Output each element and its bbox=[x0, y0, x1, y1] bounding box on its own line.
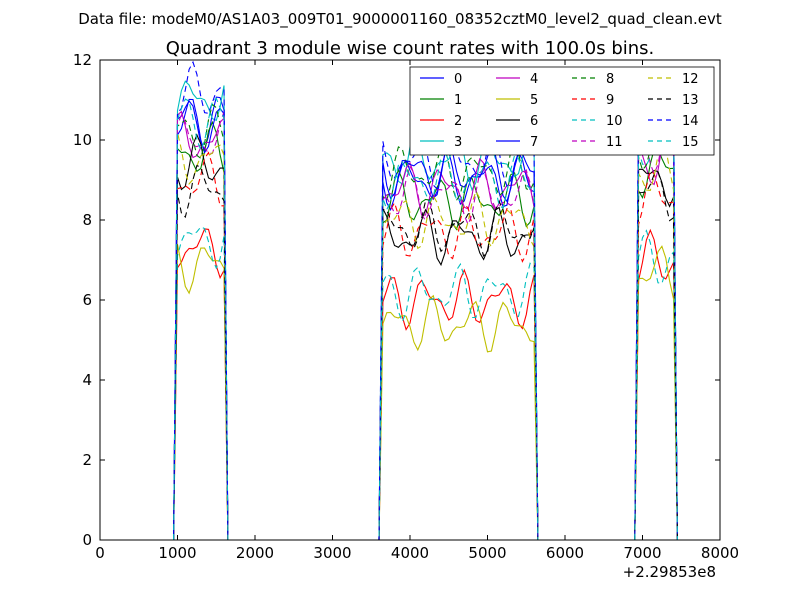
series-10-line bbox=[173, 226, 678, 540]
legend-label: 1 bbox=[454, 93, 462, 108]
x-offset-label: +2.29853e8 bbox=[623, 563, 716, 581]
series-15-line bbox=[173, 97, 678, 540]
series-7-line bbox=[173, 98, 678, 540]
legend-label: 8 bbox=[606, 72, 614, 87]
legend-label: 10 bbox=[606, 114, 623, 129]
series-9-line bbox=[173, 151, 678, 540]
x-tick-label: 8000 bbox=[701, 544, 739, 562]
series-2-line bbox=[173, 228, 678, 540]
y-tick-label: 0 bbox=[82, 531, 92, 549]
series-4-line bbox=[173, 110, 678, 540]
y-tick-label: 2 bbox=[82, 451, 92, 469]
y-tick-label: 12 bbox=[73, 51, 92, 69]
series-13-line bbox=[173, 164, 678, 540]
y-tick-label: 10 bbox=[73, 131, 92, 149]
legend-label: 12 bbox=[682, 72, 699, 87]
data-file-title: Data file: modeM0/AS1A03_009T01_90000011… bbox=[78, 10, 722, 29]
legend-label: 3 bbox=[454, 135, 462, 150]
x-tick-label: 6000 bbox=[546, 544, 584, 562]
x-tick-label: 4000 bbox=[391, 544, 429, 562]
series-1-line bbox=[173, 120, 678, 540]
legend-label: 0 bbox=[454, 72, 462, 87]
legend-label: 9 bbox=[606, 93, 614, 108]
legend-label: 5 bbox=[530, 93, 538, 108]
y-tick-label: 4 bbox=[82, 371, 92, 389]
legend-label: 13 bbox=[682, 93, 699, 108]
legend-label: 6 bbox=[530, 114, 538, 129]
y-tick-label: 8 bbox=[82, 211, 92, 229]
plot-frame bbox=[99, 59, 721, 541]
legend-label: 4 bbox=[530, 72, 538, 87]
series-5-line bbox=[173, 244, 678, 540]
legend-label: 14 bbox=[682, 114, 699, 129]
x-tick-label: 0 bbox=[95, 544, 105, 562]
series-6-line bbox=[173, 133, 678, 540]
series-3-line bbox=[173, 80, 678, 540]
legend-label: 15 bbox=[682, 135, 699, 150]
x-tick-label: 2000 bbox=[236, 544, 274, 562]
x-tick-label: 5000 bbox=[468, 544, 506, 562]
legend-box bbox=[409, 66, 715, 156]
legend-label: 2 bbox=[454, 114, 462, 129]
series-11-line bbox=[173, 111, 678, 540]
x-tick-label: 3000 bbox=[313, 544, 351, 562]
axis-ticks: 0 1000 2000 3000 4000 5000 6000 7000 80000246810… bbox=[73, 51, 739, 562]
chart-title: Quadrant 3 module wise count rates with … bbox=[166, 38, 655, 59]
x-tick-label: 1000 bbox=[158, 544, 196, 562]
y-tick-label: 6 bbox=[82, 291, 92, 309]
series-0-line bbox=[173, 96, 678, 540]
series-lines bbox=[173, 60, 678, 540]
legend-label: 7 bbox=[530, 135, 538, 150]
legend-label: 11 bbox=[606, 135, 623, 150]
x-tick-label: 7000 bbox=[623, 544, 661, 562]
